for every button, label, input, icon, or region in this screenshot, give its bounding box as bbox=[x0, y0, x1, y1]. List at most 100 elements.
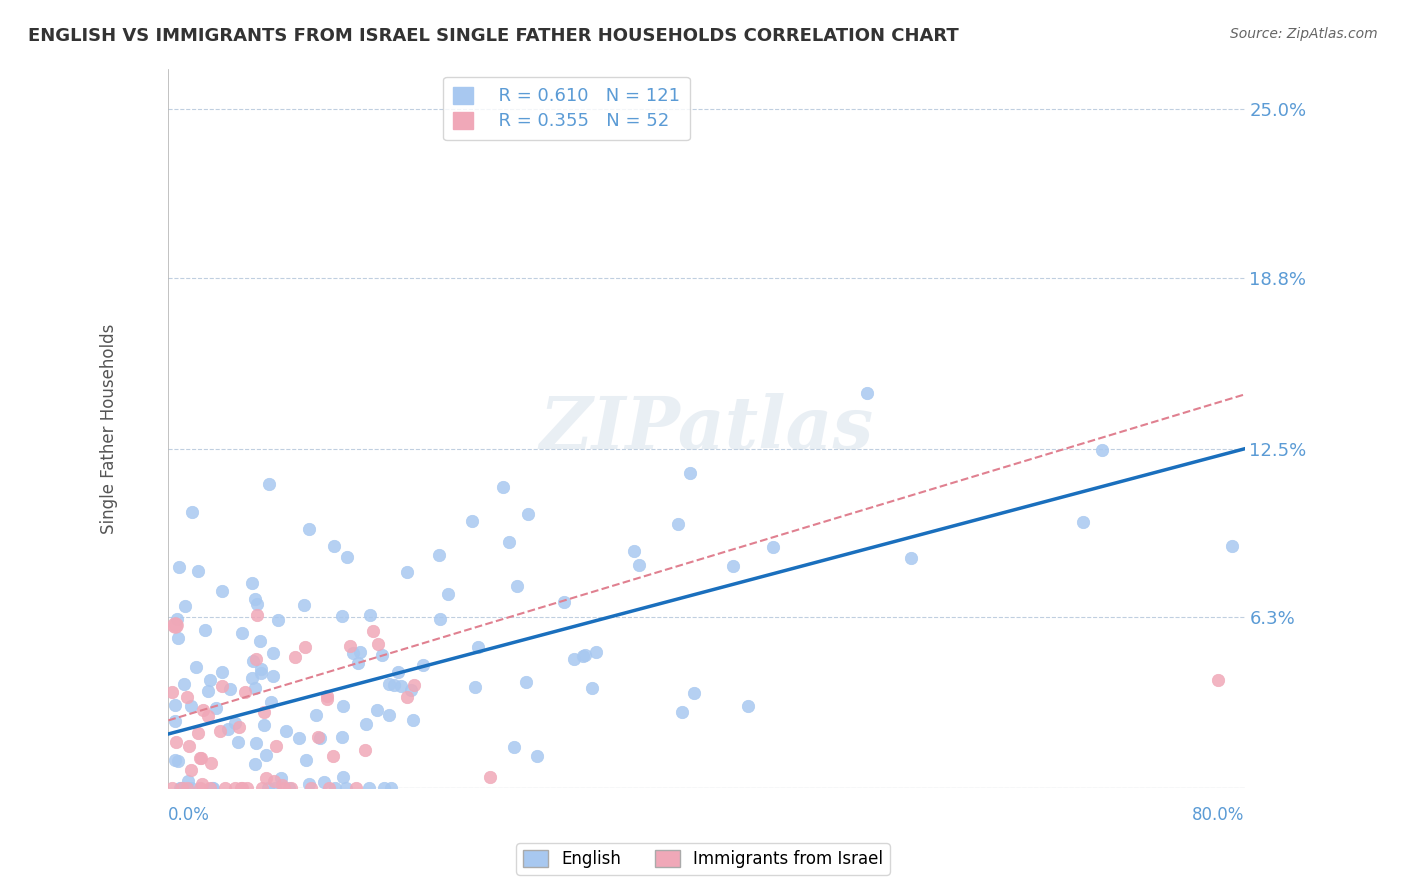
Point bbox=[295, 753, 318, 767]
Point bbox=[464, 680, 486, 694]
Point bbox=[214, 781, 236, 796]
Point bbox=[325, 781, 347, 796]
Point bbox=[396, 690, 419, 704]
Point bbox=[427, 549, 450, 563]
Point bbox=[187, 564, 209, 578]
Point bbox=[367, 637, 389, 651]
Point bbox=[571, 649, 593, 664]
Point bbox=[165, 735, 187, 749]
Point bbox=[330, 608, 353, 623]
Point bbox=[264, 739, 287, 754]
Point bbox=[342, 646, 364, 660]
Point bbox=[627, 558, 650, 573]
Point bbox=[257, 781, 280, 796]
Point bbox=[288, 731, 311, 745]
Text: Single Father Households: Single Father Households bbox=[100, 323, 118, 533]
Point bbox=[194, 623, 217, 637]
Point bbox=[254, 748, 277, 763]
Point bbox=[163, 714, 186, 728]
Point bbox=[402, 713, 425, 727]
Point bbox=[250, 661, 273, 675]
Point bbox=[267, 613, 290, 627]
Point bbox=[682, 686, 704, 700]
Point bbox=[174, 599, 197, 613]
Point bbox=[382, 678, 405, 692]
Point bbox=[231, 626, 253, 640]
Point bbox=[243, 592, 266, 607]
Legend:   R = 0.610   N = 121,   R = 0.355   N = 52: R = 0.610 N = 121, R = 0.355 N = 52 bbox=[443, 77, 690, 140]
Point bbox=[314, 775, 336, 789]
Point bbox=[253, 705, 276, 719]
Point bbox=[371, 648, 394, 662]
Point bbox=[377, 707, 399, 722]
Point bbox=[200, 673, 222, 688]
Point bbox=[211, 665, 233, 680]
Point bbox=[262, 669, 284, 683]
Point bbox=[721, 559, 744, 574]
Point bbox=[211, 679, 233, 693]
Point bbox=[163, 618, 186, 632]
Point bbox=[553, 595, 575, 609]
Point bbox=[671, 706, 693, 720]
Point bbox=[294, 640, 316, 654]
Point bbox=[270, 778, 292, 792]
Point bbox=[461, 514, 484, 528]
Point bbox=[402, 678, 425, 692]
Point bbox=[249, 634, 271, 648]
Point bbox=[429, 612, 451, 626]
Point bbox=[357, 781, 380, 796]
Point bbox=[336, 550, 359, 565]
Point bbox=[322, 539, 344, 553]
Point bbox=[366, 703, 388, 717]
Point bbox=[322, 749, 344, 764]
Point bbox=[179, 739, 201, 753]
Point bbox=[562, 652, 585, 666]
Point bbox=[224, 715, 246, 730]
Text: 0.0%: 0.0% bbox=[169, 806, 209, 824]
Point bbox=[387, 665, 409, 679]
Point bbox=[298, 777, 321, 791]
Point bbox=[401, 682, 423, 697]
Point bbox=[332, 770, 354, 784]
Point bbox=[180, 698, 202, 713]
Point bbox=[224, 781, 246, 796]
Point bbox=[623, 544, 645, 558]
Point bbox=[211, 584, 233, 599]
Point bbox=[233, 685, 256, 699]
Point bbox=[243, 756, 266, 771]
Point bbox=[184, 659, 207, 673]
Point bbox=[170, 781, 193, 796]
Point bbox=[526, 749, 548, 764]
Point bbox=[666, 516, 689, 531]
Point bbox=[1220, 540, 1243, 554]
Point bbox=[197, 708, 219, 723]
Point bbox=[231, 781, 253, 796]
Point bbox=[492, 480, 515, 494]
Point bbox=[167, 632, 190, 646]
Point bbox=[280, 781, 302, 796]
Point bbox=[316, 691, 339, 706]
Point bbox=[243, 681, 266, 695]
Point bbox=[498, 534, 520, 549]
Point bbox=[346, 657, 368, 671]
Point bbox=[191, 703, 214, 717]
Point bbox=[228, 734, 250, 748]
Point bbox=[173, 677, 195, 691]
Point bbox=[378, 677, 401, 691]
Text: 80.0%: 80.0% bbox=[1192, 806, 1244, 824]
Point bbox=[180, 763, 202, 777]
Point bbox=[1091, 443, 1114, 458]
Point bbox=[245, 597, 267, 611]
Point bbox=[585, 645, 607, 659]
Point bbox=[200, 756, 222, 771]
Point bbox=[737, 698, 759, 713]
Point bbox=[298, 522, 321, 536]
Point bbox=[354, 717, 377, 731]
Point bbox=[187, 726, 209, 740]
Point bbox=[188, 751, 211, 765]
Point bbox=[246, 607, 269, 622]
Point bbox=[307, 730, 329, 744]
Point bbox=[315, 689, 337, 703]
Point bbox=[176, 690, 198, 704]
Point bbox=[160, 685, 183, 699]
